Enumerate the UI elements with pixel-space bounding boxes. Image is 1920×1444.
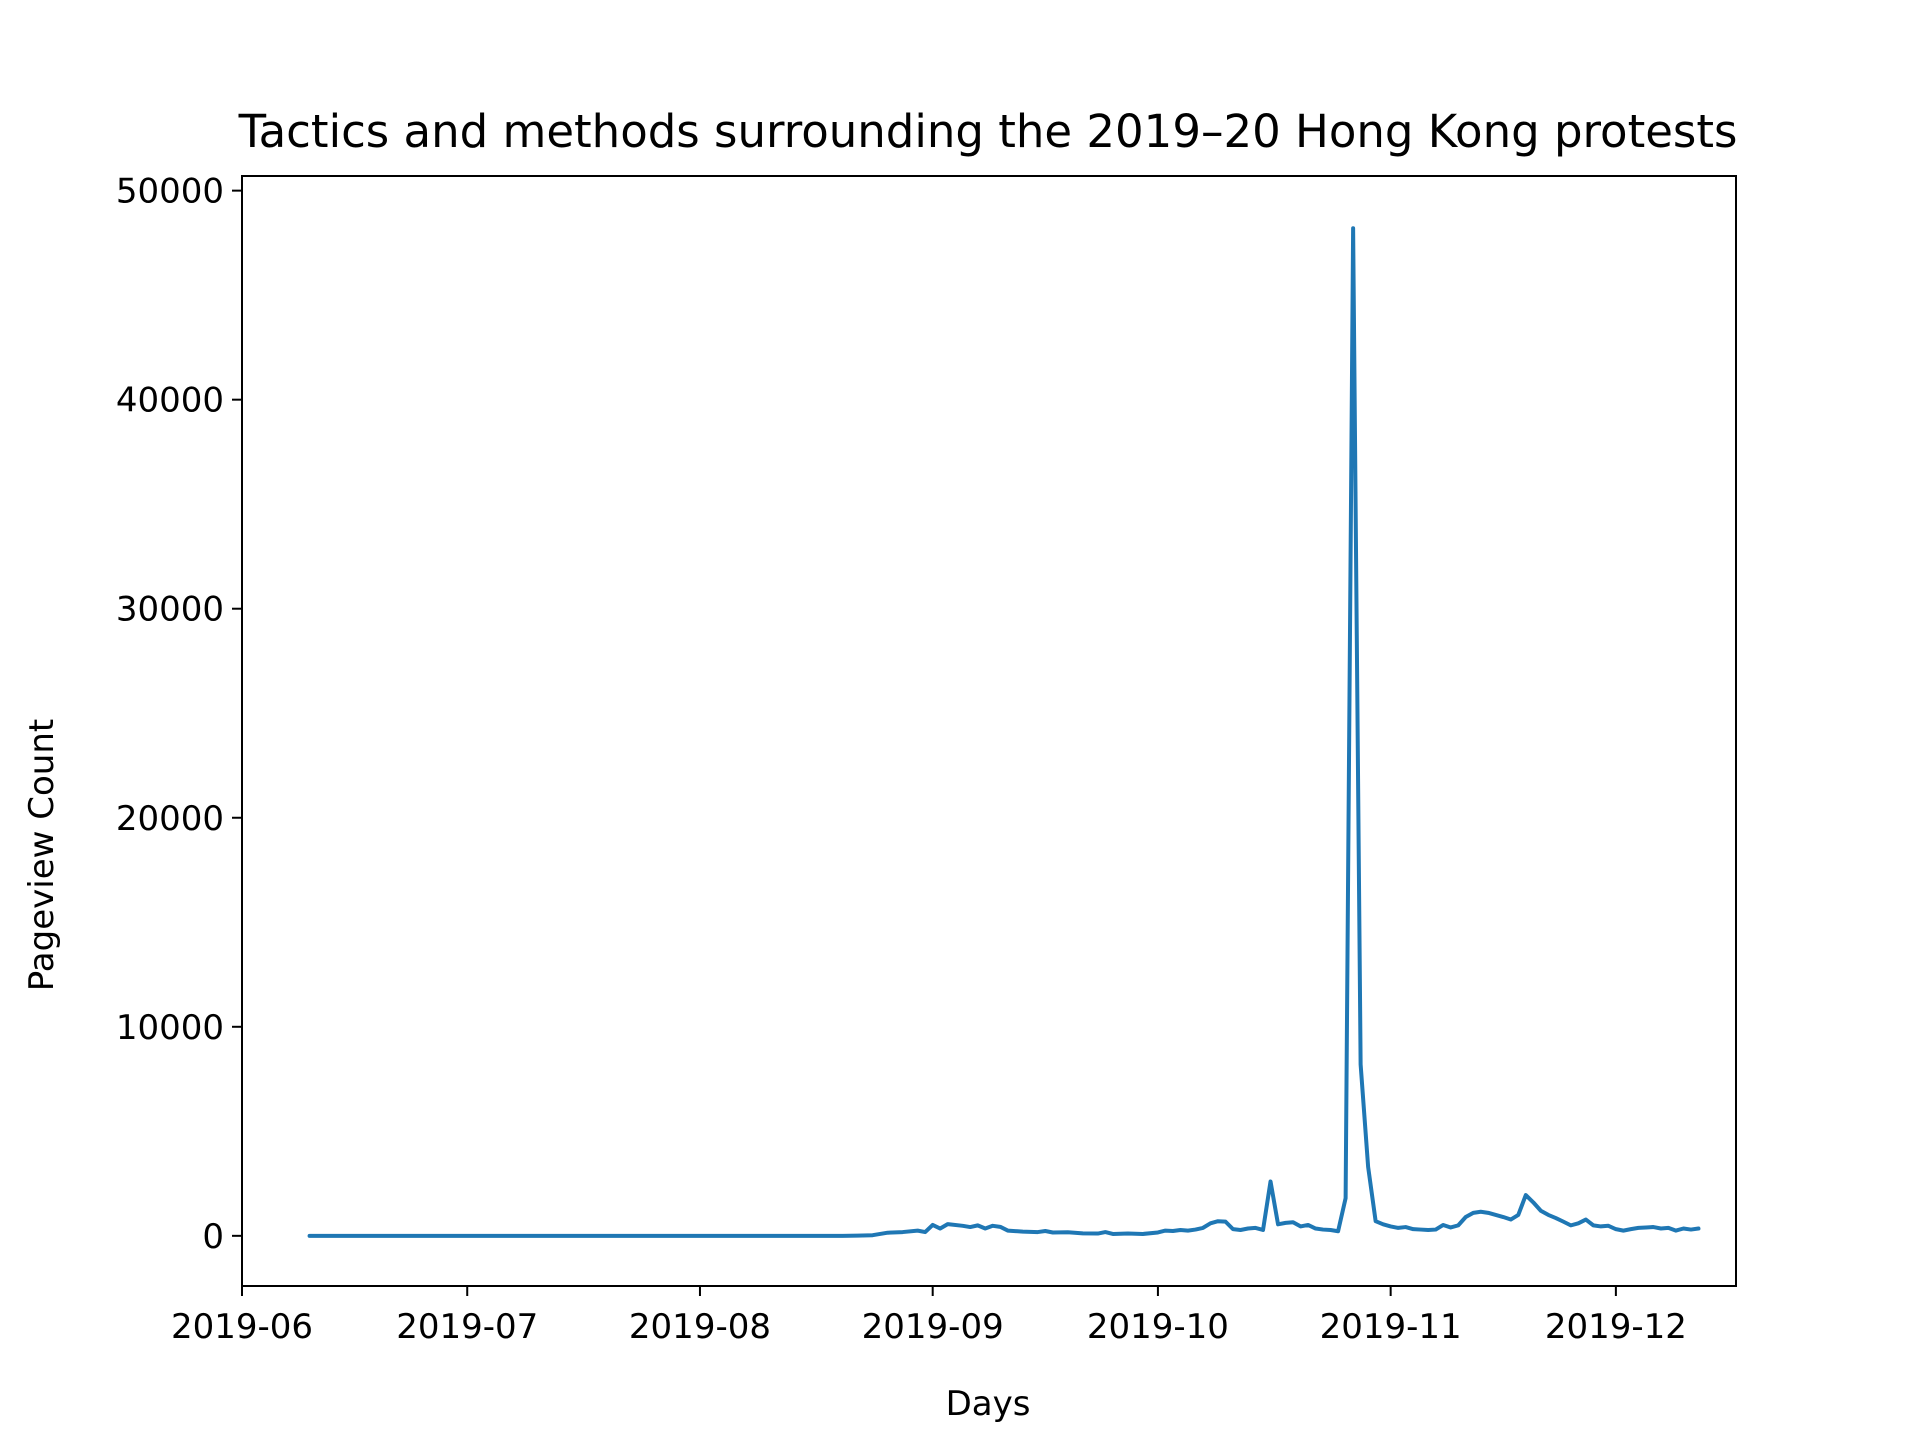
x-axis-label: Days — [946, 1384, 1031, 1424]
x-axis-ticks: 2019-06 2019-07 2019-08 2019-09 2019-10 2019-… — [171, 1286, 1687, 1347]
pageview-series-line — [307, 226, 1701, 1238]
y-tick-label: 40000 — [116, 381, 224, 421]
y-axis-ticks: 0 10000 20000 30000 40000 50000 — [116, 172, 242, 1257]
x-tick-label: 2019-07 — [396, 1307, 538, 1347]
y-tick-label: 10000 — [116, 1008, 224, 1048]
x-tick-label: 2019-08 — [629, 1307, 771, 1347]
y-tick-label: 20000 — [116, 799, 224, 839]
y-tick-label: 30000 — [116, 590, 224, 630]
y-tick-label: 50000 — [116, 172, 224, 212]
chart-title: Tactics and methods surrounding the 2019… — [238, 105, 1738, 158]
y-tick-label: 0 — [202, 1217, 224, 1257]
x-tick-label: 2019-12 — [1545, 1307, 1687, 1347]
x-tick-label: 2019-09 — [862, 1307, 1004, 1347]
x-tick-label: 2019-10 — [1087, 1307, 1229, 1347]
x-tick-label: 2019-11 — [1320, 1307, 1462, 1347]
x-tick-label: 2019-06 — [171, 1307, 313, 1347]
plot-area-frame — [241, 175, 1737, 1287]
y-axis-label: Pageview Count — [22, 719, 62, 991]
